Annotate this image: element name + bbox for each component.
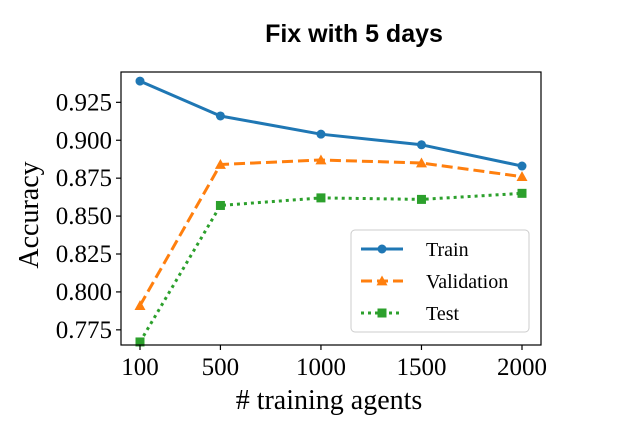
x-tick-label: 100 [121,354,159,381]
x-tick-label: 1000 [296,354,346,381]
legend: Train Validation Test [350,229,530,333]
data-point-train-100 [135,76,145,86]
data-point-train-500 [215,111,225,121]
legend-label-train: Train [426,239,469,261]
data-point-test-1000 [316,193,326,203]
y-tick-label: 0.800 [56,279,112,306]
legend-marker-validation [376,275,388,286]
axes-frame [120,71,542,346]
data-point-train-2000 [517,161,527,171]
data-point-train-1500 [416,140,426,150]
series-line-train [139,79,523,168]
y-tick-label: 0.900 [56,127,112,154]
data-point-validation-500 [214,159,226,169]
data-point-validation-100 [134,300,146,310]
y-tick-label: 0.850 [56,203,112,230]
x-tick-label: 500 [202,354,240,381]
legend-label-test: Test [426,303,459,325]
data-point-train-1000 [316,129,326,139]
x-tick-label: 1500 [396,354,446,381]
y-tick-label: 0.875 [56,165,112,192]
data-point-test-500 [215,200,225,210]
data-point-validation-2000 [516,171,528,182]
data-point-test-100 [135,337,145,347]
x-tick-label: 2000 [497,354,547,381]
chart-title: Fix with 5 days [265,20,443,48]
data-point-test-1500 [416,194,426,204]
data-point-test-2000 [517,188,527,198]
y-axis-label: Accuracy [14,161,45,268]
legend-marker-test [377,308,387,318]
y-tick-label: 0.775 [56,317,112,344]
data-point-validation-1500 [415,157,427,168]
x-axis-label: # training agents [236,385,423,416]
y-tick-label: 0.925 [56,89,112,116]
legend-marker-train [377,244,387,254]
plot-area: 100 500 1000 1500 2000 0.775 0.800 0.825 0.850 0.… [56,71,547,381]
y-tick-label: 0.825 [56,241,112,268]
data-point-validation-1000 [315,154,327,165]
legend-label-validation: Validation [426,271,508,293]
legend-box [350,229,530,333]
